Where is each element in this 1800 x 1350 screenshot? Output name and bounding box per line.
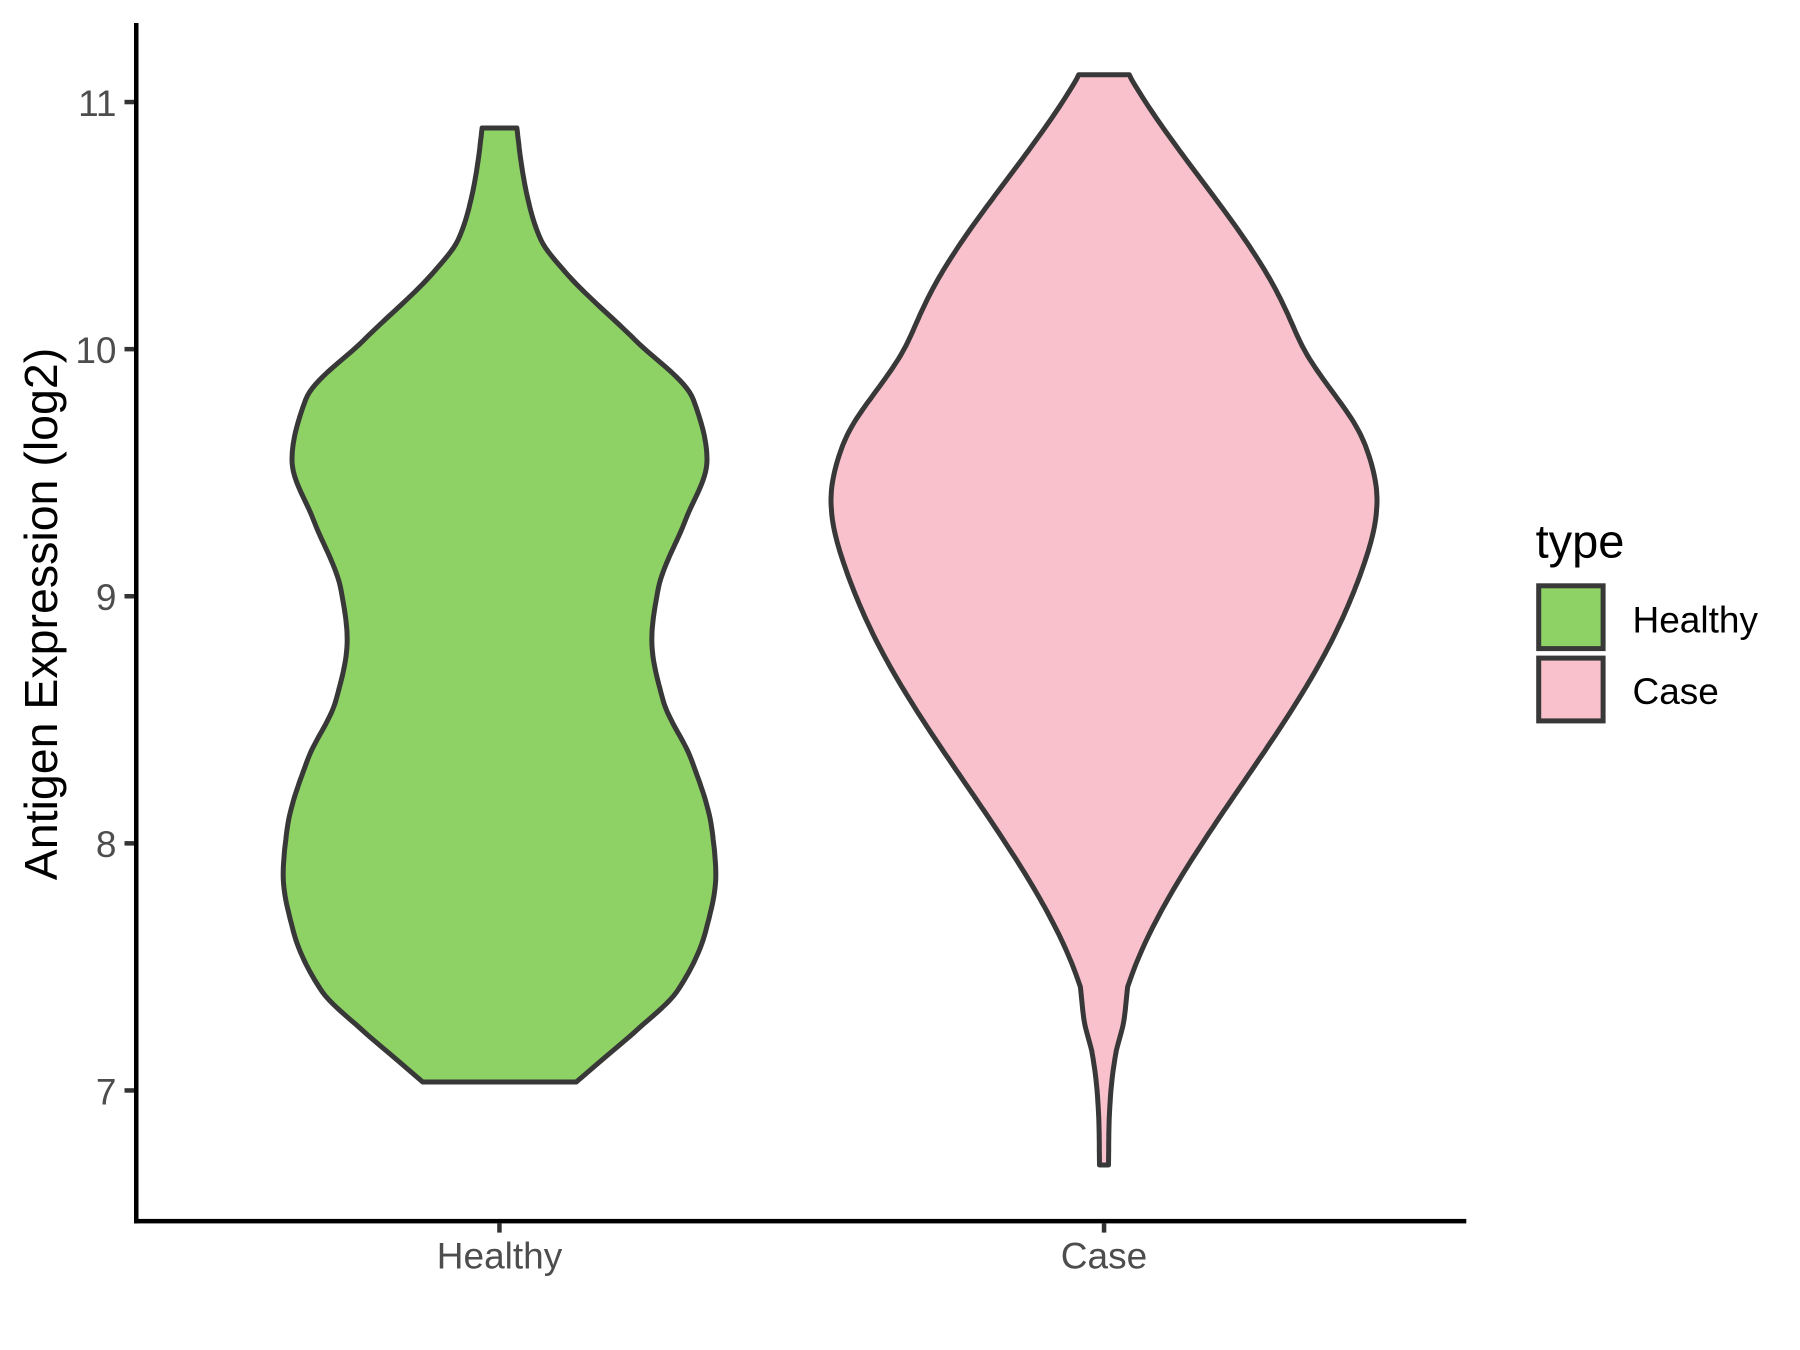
svg-text:Case: Case [1061, 1236, 1147, 1277]
svg-text:9: 9 [96, 577, 117, 618]
svg-text:10: 10 [75, 330, 116, 371]
svg-text:11: 11 [78, 83, 116, 124]
svg-text:Healthy: Healthy [437, 1236, 563, 1277]
svg-text:Antigen Expression (log2): Antigen Expression (log2) [15, 348, 67, 880]
svg-text:7: 7 [96, 1071, 117, 1112]
svg-text:8: 8 [96, 824, 117, 865]
svg-text:type: type [1536, 515, 1625, 568]
svg-text:Case: Case [1633, 671, 1719, 712]
svg-text:Healthy: Healthy [1633, 600, 1759, 641]
